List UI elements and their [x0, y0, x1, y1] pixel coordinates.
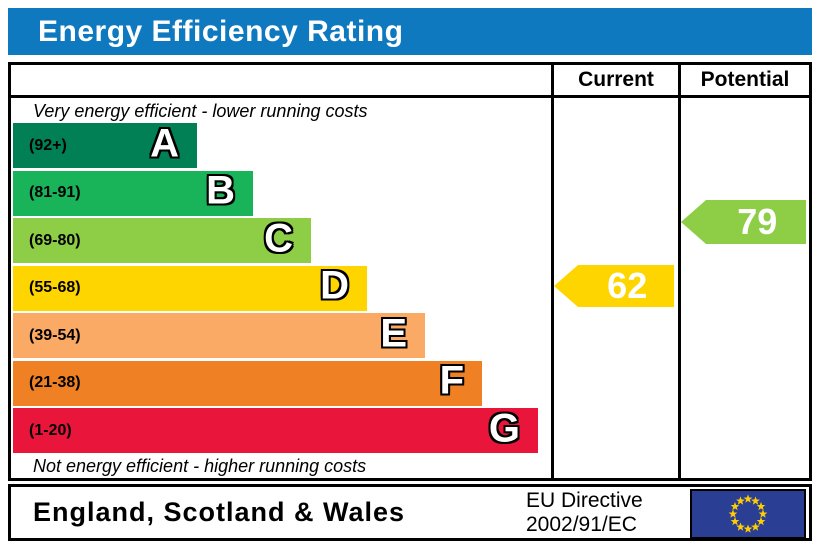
band-letter: D	[320, 263, 349, 308]
eu-directive-label: EU Directive 2002/91/EC	[526, 489, 643, 537]
rating-table: Current Potential Very energy efficient …	[8, 62, 812, 481]
region-label: England, Scotland & Wales	[33, 497, 406, 527]
band-range-label: (69-80)	[29, 231, 81, 249]
band-range-label: (21-38)	[29, 374, 81, 391]
current-rating-arrow: 62	[554, 265, 674, 307]
eu-directive-line2: 2002/91/EC	[526, 513, 637, 536]
band-row-d: (55-68) D	[13, 263, 367, 311]
band-range-label: (92+)	[29, 136, 67, 154]
page-title: Energy Efficiency Rating	[38, 15, 404, 48]
column-header-potential: Potential	[700, 68, 790, 91]
band-letter: G	[488, 406, 520, 451]
band-letter: C	[264, 216, 293, 261]
band-row-e: (39-54) E	[13, 311, 425, 358]
band-letter: A	[150, 121, 179, 166]
note-not-efficient: Not energy efficient - higher running co…	[33, 456, 367, 476]
rating-bands: (92+) A (81-91) B (69-80) C (55-68) D (3…	[13, 121, 538, 456]
eu-directive-line1: EU Directive	[526, 489, 643, 512]
band-letter: B	[206, 168, 235, 213]
potential-rating-arrow: 79	[681, 200, 806, 244]
band-row-c: (69-80) C	[13, 216, 311, 263]
band-range-label: (39-54)	[29, 326, 81, 344]
band-range-label: (81-91)	[29, 184, 81, 201]
potential-column-divider	[678, 65, 681, 478]
note-very-efficient: Very energy efficient - lower running co…	[33, 101, 368, 121]
band-letter: F	[439, 358, 464, 403]
band-row-f: (21-38) F	[13, 358, 482, 406]
band-row-a: (92+) A	[13, 121, 197, 168]
band-row-g: (1-20) G	[13, 406, 538, 453]
footer: England, Scotland & Wales EU Directive 2…	[8, 484, 812, 541]
current-rating-value: 62	[607, 265, 648, 306]
band-range-label: (1-20)	[29, 421, 72, 439]
band-range-label: (55-68)	[29, 279, 81, 296]
potential-rating-value: 79	[737, 201, 778, 242]
title-bar: Energy Efficiency Rating	[8, 8, 812, 55]
column-header-current: Current	[578, 68, 654, 91]
band-row-b: (81-91) B	[13, 168, 253, 216]
current-column-divider	[551, 65, 554, 478]
header-divider-line	[11, 95, 809, 98]
eu-flag-icon	[690, 489, 806, 539]
band-letter: E	[380, 311, 407, 356]
